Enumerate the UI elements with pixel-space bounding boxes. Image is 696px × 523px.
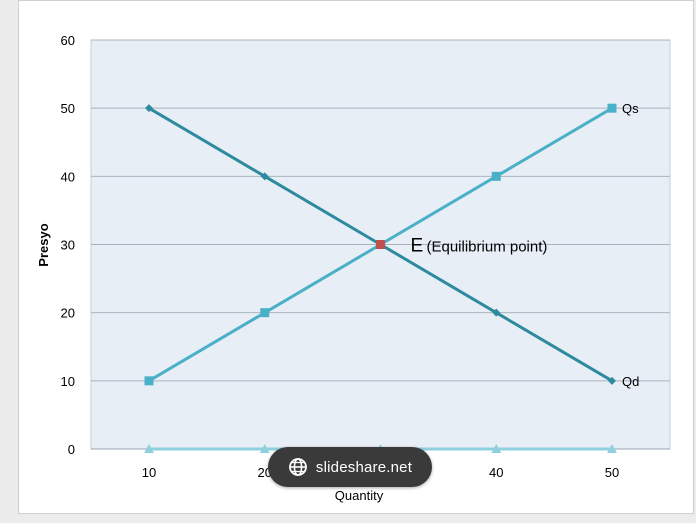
globe-icon (288, 458, 307, 476)
x-tick-label-50: 50 (605, 465, 619, 480)
point-Qs-10 (144, 376, 154, 386)
watermark-text: slideshare.net (315, 458, 413, 476)
point-baseline-20 (259, 444, 270, 453)
series-labels: E (Equilibrium point) Qd Qs (376, 101, 639, 389)
y-tick-label-40: 40 (61, 169, 75, 184)
x-tick-label-10: 10 (142, 465, 156, 480)
equilibrium-marker (376, 240, 385, 249)
point-baseline-40 (491, 444, 502, 453)
point-Qd-10 (145, 104, 153, 113)
point-Qs-20 (260, 308, 270, 318)
x-axis-label: Quantity (335, 488, 384, 503)
y-tick-label-0: 0 (68, 442, 75, 457)
point-Qs-40 (491, 171, 501, 181)
point-Qd-50 (608, 376, 616, 385)
y-axis-label: Presyo (36, 223, 51, 266)
slideshare-badge[interactable]: slideshare.net (268, 447, 432, 487)
point-Qd-40 (492, 308, 501, 317)
point-Qd-20 (260, 172, 269, 181)
y-tick-label-30: 30 (61, 238, 75, 253)
point-baseline-10 (144, 444, 154, 453)
series-label-Qd: Qd (622, 374, 639, 389)
series-label-Qs: Qs (622, 101, 639, 116)
y-tick-labels: 0 10 20 30 40 50 60 (61, 33, 75, 457)
y-tick-label-20: 20 (61, 306, 75, 321)
x-tick-label-40: 40 (489, 465, 503, 480)
y-tick-label-50: 50 (61, 101, 75, 116)
y-tick-label-60: 60 (61, 33, 75, 48)
point-baseline-50 (607, 444, 617, 453)
equilibrium-letter: E (411, 236, 424, 257)
point-Qs-50 (607, 103, 617, 113)
y-tick-label-10: 10 (61, 374, 75, 389)
equilibrium-label: (Equilibrium point) (427, 239, 548, 256)
